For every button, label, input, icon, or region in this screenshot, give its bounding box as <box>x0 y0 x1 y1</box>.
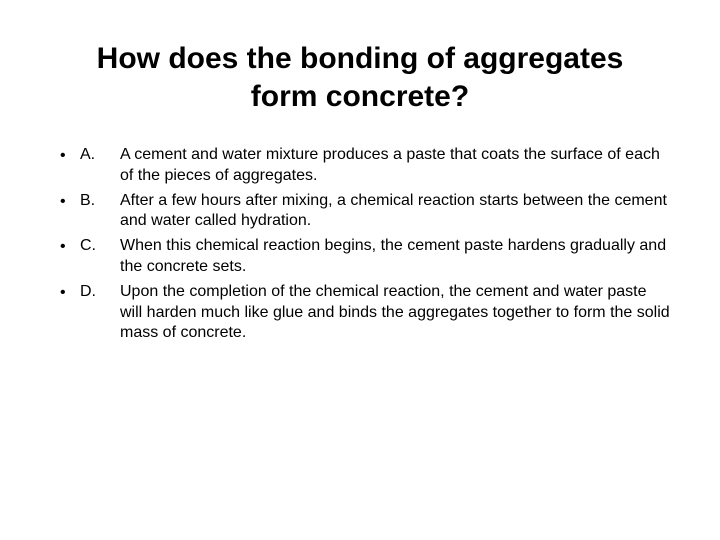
list-item: • A. A cement and water mixture produces… <box>60 145 670 187</box>
answer-list: • A. A cement and water mixture produces… <box>50 145 670 344</box>
bullet-icon: • <box>60 236 80 258</box>
answer-letter: A. <box>80 145 120 166</box>
list-item: • D. Upon the completion of the chemical… <box>60 282 670 344</box>
answer-text: Upon the completion of the chemical reac… <box>120 282 670 344</box>
list-item: • C. When this chemical reaction begins,… <box>60 236 670 278</box>
bullet-icon: • <box>60 282 80 304</box>
answer-letter: B. <box>80 191 120 212</box>
bullet-icon: • <box>60 145 80 167</box>
slide-title: How does the bonding of aggregates form … <box>50 40 670 115</box>
answer-letter: C. <box>80 236 120 257</box>
answer-text: After a few hours after mixing, a chemic… <box>120 191 670 233</box>
list-item: • B. After a few hours after mixing, a c… <box>60 191 670 233</box>
bullet-icon: • <box>60 191 80 213</box>
answer-letter: D. <box>80 282 120 303</box>
answer-text: A cement and water mixture produces a pa… <box>120 145 670 187</box>
answer-text: When this chemical reaction begins, the … <box>120 236 670 278</box>
